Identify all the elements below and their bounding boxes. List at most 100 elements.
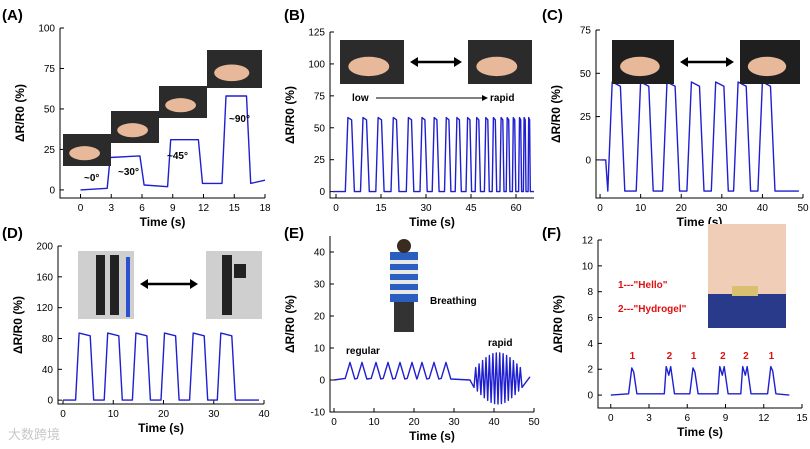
x-tick-label: 0 — [333, 203, 339, 214]
panel-a: (A) 0 3 6 9 12 15 18 0 25 50 75 100 Time (s) ΔR/R0 (%)… — [0, 0, 271, 229]
y-axis-label: ΔR/R0 (%) — [283, 86, 297, 144]
y-tick-label: 0 — [319, 187, 325, 198]
x-axis-label: Time (s) — [409, 215, 455, 229]
y-tick-label: 50 — [580, 69, 592, 80]
photo-3 — [159, 86, 207, 118]
chart-d: (D) 0 10 20 30 40 0 40 80 120 160 200 Time (s) ΔR/R0 … — [2, 225, 270, 435]
double-arrow-head-left — [410, 57, 418, 67]
series-line-b — [333, 116, 534, 193]
shirt-stripe — [390, 260, 418, 264]
y-tick-label: 12 — [582, 236, 594, 247]
y-tick-label: 75 — [580, 26, 592, 37]
x-axis-label: Time (s) — [138, 421, 184, 435]
head-shape — [397, 239, 411, 253]
x-tick-label: 40 — [488, 417, 500, 428]
x-tick-label: 30 — [716, 203, 728, 214]
panel-label-f: (F) — [542, 225, 561, 242]
panel-d: (D) 0 10 20 30 40 0 40 80 120 160 200 Time (s) ΔR/R0 … — [0, 224, 270, 449]
x-tick-label: 30 — [420, 203, 432, 214]
annotation-low: low — [352, 93, 369, 104]
y-axis-label: ΔR/R0 (%) — [13, 84, 27, 142]
x-tick-label: 10 — [635, 203, 647, 214]
x-tick-label: 40 — [258, 409, 270, 420]
x-tick-label: 10 — [108, 409, 120, 420]
photo-wrist-straight — [612, 40, 674, 84]
annotation-angle: ~45° — [167, 151, 188, 162]
shirt-stripe — [390, 270, 418, 274]
x-tick-label: 50 — [528, 417, 540, 428]
annotation-angle: ~30° — [118, 167, 139, 178]
striped-shirt — [390, 252, 418, 302]
annotation-regular: regular — [346, 346, 380, 357]
axes-d — [57, 246, 264, 405]
y-tick-label: 0 — [319, 376, 325, 387]
skin-shape — [165, 98, 196, 113]
y-tick-label: 25 — [44, 145, 56, 156]
double-arrow-head-left — [140, 279, 148, 289]
sensor-patch — [732, 286, 758, 296]
photo-2 — [111, 111, 159, 143]
y-tick-label: 40 — [42, 365, 54, 376]
axes-f — [597, 240, 802, 409]
y-tick-label: 25 — [580, 112, 592, 123]
annotation-hydrogel: 2---"Hydrogel" — [618, 304, 687, 315]
x-tick-label: 60 — [510, 203, 522, 214]
panel-b: (B) 0 15 30 45 60 0 25 50 75 100 125 Time (s) ΔR/R0 (… — [272, 0, 542, 229]
x-tick-label: 3 — [108, 203, 114, 214]
double-arrow-head-right — [726, 57, 734, 67]
x-axis-label: Time (s) — [409, 429, 455, 443]
photo-4 — [207, 50, 262, 88]
y-tick-label: 50 — [314, 123, 326, 134]
watermark: 大数跨境 — [8, 428, 61, 443]
x-tick-label: 3 — [646, 413, 652, 424]
x-tick-label: 20 — [158, 409, 170, 420]
y-tick-label: 30 — [314, 280, 326, 291]
bent-leg-shape — [234, 264, 246, 278]
series-line-d — [63, 332, 259, 401]
skin-shape — [476, 56, 518, 77]
x-tick-label: 6 — [684, 413, 690, 424]
annotation-rapid: rapid — [488, 338, 512, 349]
annotation-breathing: Breathing — [430, 296, 477, 307]
panel-e: (E) 0 10 20 30 40 50 -10 0 10 20 30 40 Time (s) ΔR/R0 … — [272, 224, 542, 449]
x-tick-label: 40 — [757, 203, 769, 214]
photo-knee-straight — [78, 251, 134, 319]
x-tick-label: 12 — [758, 413, 770, 424]
series-line-c — [600, 81, 799, 192]
y-tick-label: 100 — [38, 24, 55, 35]
y-axis-label: ΔR/R0 (%) — [11, 296, 25, 354]
photo-wrist-bent — [740, 40, 800, 84]
y-tick-label: 75 — [314, 91, 326, 102]
photo-person-breathing — [384, 239, 422, 334]
y-tick-label: 6 — [587, 313, 593, 324]
y-tick-label: 0 — [587, 391, 593, 402]
annotation-angle: ~90° — [229, 114, 250, 125]
y-tick-label: 10 — [314, 344, 326, 355]
event-marker: 1 — [691, 351, 697, 362]
x-tick-label: 9 — [723, 413, 729, 424]
skin-shape — [747, 56, 787, 77]
x-tick-label: 15 — [796, 413, 808, 424]
y-tick-label: 4 — [587, 339, 593, 350]
double-arrow-head-right — [190, 279, 198, 289]
x-axis-label: Time (s) — [140, 215, 186, 229]
chart-b: (B) 0 15 30 45 60 0 25 50 75 100 125 Time (s) ΔR/R0 (… — [283, 7, 534, 229]
series-line-f — [610, 365, 790, 396]
axes-c — [595, 30, 803, 199]
low-rapid-arrow-head — [482, 95, 488, 101]
y-tick-label: 160 — [36, 272, 53, 283]
axes-a — [59, 28, 265, 199]
x-tick-label: 0 — [331, 417, 337, 428]
panel-label-d: (D) — [2, 225, 23, 242]
event-marker: 2 — [720, 351, 726, 362]
shirt-stripe — [390, 280, 418, 284]
x-tick-label: 0 — [60, 409, 66, 420]
series-line-e — [333, 352, 531, 405]
y-tick-label: 100 — [308, 59, 325, 70]
y-tick-label: 20 — [314, 312, 326, 323]
x-tick-label: 30 — [448, 417, 460, 428]
double-arrow — [140, 279, 198, 289]
shirt-stripe — [390, 290, 418, 294]
event-marker: 1 — [630, 351, 636, 362]
